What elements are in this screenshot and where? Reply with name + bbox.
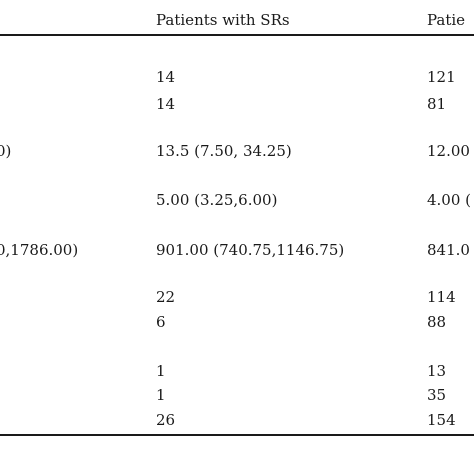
table-cell: 1	[156, 362, 166, 380]
table-cell: 6	[156, 313, 166, 331]
table-cell: 901.00 (740.75,1146.75)	[156, 241, 345, 259]
table-cell: 13	[427, 362, 447, 380]
table-cell: 35	[427, 386, 447, 404]
table-cell: 5.00 (3.25,6.00)	[156, 191, 278, 209]
table-cell: 154	[427, 411, 456, 429]
table-cell: 4.00 (	[427, 191, 472, 209]
table-cell: 13.5 (7.50, 34.25)	[156, 142, 292, 160]
table-cell-truncated-left: 0)	[0, 142, 12, 160]
header-patients-other: Patie	[427, 11, 466, 29]
table-cell: 14	[156, 95, 176, 113]
table-cell: 1	[156, 386, 166, 404]
table-cell: 26	[156, 411, 176, 429]
table-cell: 114	[427, 288, 456, 306]
table-cell: 81	[427, 95, 447, 113]
table-cell-truncated-left: 0,1786.00)	[0, 241, 79, 259]
table-bottom-rule	[0, 434, 474, 436]
header-patients-with-srs: Patients with SRs	[156, 11, 290, 29]
table-cell: 12.00	[427, 142, 470, 160]
table-cell: 88	[427, 313, 447, 331]
table-cell: 841.0	[427, 241, 470, 259]
table-cell: 121	[427, 68, 456, 86]
table-top-rule	[0, 34, 474, 36]
table-cell: 14	[156, 68, 176, 86]
table-cell: 22	[156, 288, 176, 306]
